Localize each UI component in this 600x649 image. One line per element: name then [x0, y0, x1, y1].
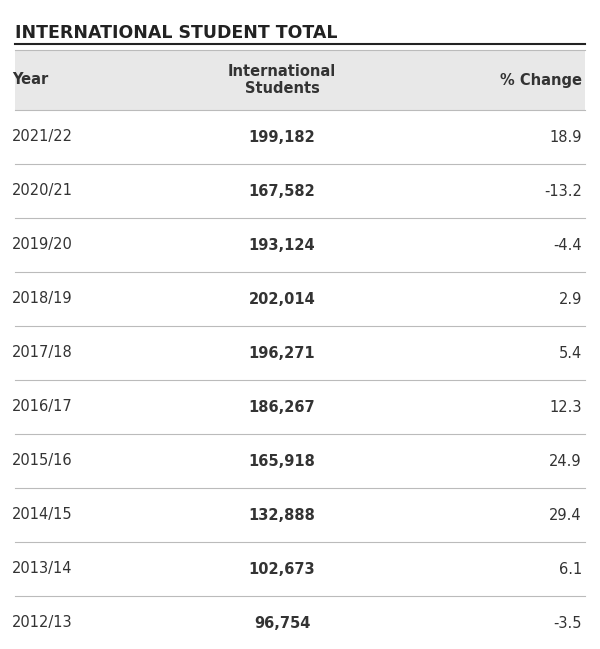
Text: -3.5: -3.5 [554, 615, 582, 630]
Text: 202,014: 202,014 [248, 291, 316, 306]
Text: -4.4: -4.4 [553, 238, 582, 252]
Text: 18.9: 18.9 [550, 130, 582, 145]
Text: 2013/14: 2013/14 [12, 561, 73, 576]
Text: 29.4: 29.4 [550, 508, 582, 522]
Text: 24.9: 24.9 [550, 454, 582, 469]
Text: 2017/18: 2017/18 [12, 345, 73, 360]
Text: 186,267: 186,267 [248, 400, 316, 415]
Text: 193,124: 193,124 [248, 238, 316, 252]
Text: 2020/21: 2020/21 [12, 184, 73, 199]
Text: 132,888: 132,888 [248, 508, 316, 522]
Text: 2021/22: 2021/22 [12, 130, 73, 145]
Text: Year: Year [12, 73, 48, 88]
Text: 12.3: 12.3 [550, 400, 582, 415]
Text: 199,182: 199,182 [248, 130, 316, 145]
Text: 5.4: 5.4 [559, 345, 582, 360]
Text: INTERNATIONAL STUDENT TOTAL: INTERNATIONAL STUDENT TOTAL [15, 24, 337, 42]
Text: 165,918: 165,918 [248, 454, 316, 469]
Text: 2019/20: 2019/20 [12, 238, 73, 252]
Text: 102,673: 102,673 [248, 561, 316, 576]
Text: 2012/13: 2012/13 [12, 615, 73, 630]
Text: 2016/17: 2016/17 [12, 400, 73, 415]
Text: 2015/16: 2015/16 [12, 454, 73, 469]
Text: 196,271: 196,271 [248, 345, 316, 360]
Text: 167,582: 167,582 [248, 184, 316, 199]
Text: 2014/15: 2014/15 [12, 508, 73, 522]
Text: 96,754: 96,754 [254, 615, 310, 630]
Text: International
Students: International Students [228, 64, 336, 96]
Text: % Change: % Change [500, 73, 582, 88]
Bar [15, 50, 585, 110]
Text: -13.2: -13.2 [544, 184, 582, 199]
Text: 6.1: 6.1 [559, 561, 582, 576]
Text: 2.9: 2.9 [559, 291, 582, 306]
Text: 2018/19: 2018/19 [12, 291, 73, 306]
